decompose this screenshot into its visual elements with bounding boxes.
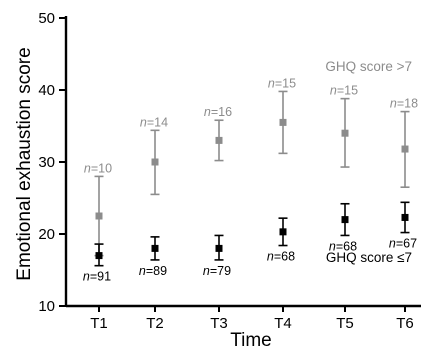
n-label-value: =10	[91, 161, 112, 175]
data-point	[151, 244, 159, 252]
n-label: n=16	[204, 105, 232, 119]
y-axis-label: Emotional exhaustion score	[14, 47, 35, 280]
n-label-value: =16	[211, 105, 232, 119]
x-tick-label: T1	[90, 315, 108, 332]
y-tick-label: 30	[38, 154, 55, 171]
n-label-prefix: n	[268, 76, 275, 90]
n-label-prefix: n	[140, 115, 147, 129]
n-label-prefix: n	[389, 237, 396, 251]
n-label: n=15	[268, 76, 296, 90]
data-point	[95, 212, 103, 220]
data-point	[401, 213, 409, 221]
n-label-prefix: n	[390, 97, 397, 111]
n-label-value: =14	[147, 115, 168, 129]
n-label-value: =79	[210, 264, 231, 278]
data-point	[215, 244, 223, 252]
y-ticks: 10 20 30 40 50	[38, 10, 66, 315]
series-ghq-high: n=10n=14n=16n=15n=15n=18	[84, 76, 418, 257]
legend-entry-ghq-low: GHQ score ≤7	[326, 250, 412, 265]
x-axis-label: Time	[230, 330, 272, 351]
y-tick-label: 20	[38, 226, 55, 243]
n-label-value: =67	[396, 237, 417, 251]
n-label-prefix: n	[267, 250, 274, 264]
n-label: n=10	[84, 161, 112, 175]
data-point	[341, 129, 349, 137]
n-label-value: =15	[337, 84, 358, 98]
n-label-prefix: n	[330, 84, 337, 98]
x-tick-label: T6	[396, 315, 414, 332]
y-tick-label: 50	[38, 10, 55, 27]
n-label: n=89	[139, 264, 167, 278]
n-label-value: =89	[146, 264, 167, 278]
n-label: n=15	[330, 84, 358, 98]
n-label-value: =15	[275, 76, 296, 90]
n-label-value: =18	[397, 97, 418, 111]
n-label-prefix: n	[204, 105, 211, 119]
n-label-value: =68	[274, 250, 295, 264]
n-label-prefix: n	[139, 264, 146, 278]
series-marks: n=10n=14n=16n=15n=15n=18n=91 n=89 n=79n=68…	[83, 76, 418, 283]
data-point	[279, 118, 287, 126]
x-tick-label: T4	[274, 315, 292, 332]
n-label: n=68	[267, 250, 295, 264]
data-point	[279, 228, 287, 236]
data-point	[215, 136, 223, 144]
data-point	[401, 145, 409, 153]
x-tick-label: T5	[336, 315, 354, 332]
data-point	[151, 158, 159, 166]
x-ticks: T1 T2 T3 T4 T5 T6	[90, 306, 414, 332]
legend-entry-ghq-high: GHQ score >7	[325, 59, 412, 74]
n-label-prefix: n	[329, 239, 336, 253]
n-label: n=91	[83, 270, 111, 284]
n-label: n=18	[390, 97, 418, 111]
series-ghq-low: n=91 n=89 n=79n=68n=68 n=67	[83, 201, 417, 284]
legend: GHQ score >7 GHQ score ≤7	[325, 59, 412, 265]
y-tick-label: 40	[38, 82, 55, 99]
n-label: n=68	[329, 239, 357, 253]
x-tick-label: T3	[210, 315, 228, 332]
y-tick-label: 10	[38, 298, 55, 315]
x-tick-label: T2	[146, 315, 164, 332]
data-point	[341, 216, 349, 224]
n-label: n=14	[140, 115, 168, 129]
n-label: n=79	[203, 264, 231, 278]
n-label-value: =91	[90, 270, 111, 284]
n-label-value: =68	[336, 239, 357, 253]
n-label-prefix: n	[203, 264, 210, 278]
n-label-prefix: n	[84, 161, 91, 175]
n-label-prefix: n	[83, 270, 90, 284]
n-label: n=67	[389, 237, 417, 251]
data-point	[95, 252, 103, 260]
